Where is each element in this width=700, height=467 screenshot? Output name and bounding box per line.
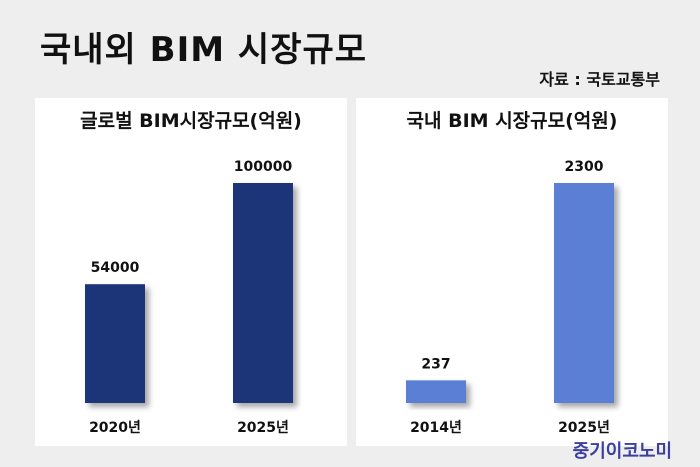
domestic-value-label: 237: [421, 356, 450, 372]
global-bim-chart: 54000 2020년 100000 2025년: [85, 159, 293, 436]
global-bim-chart-panel: 글로벌 BIM시장규모(억원) 54000 2020년 100000 2025년: [35, 98, 347, 446]
global-value-label: 100000: [234, 159, 293, 175]
publisher-watermark: 중기이코노미: [572, 441, 672, 462]
global-bar-2025년: [233, 183, 293, 403]
domestic-chart-title: 국내 BIM 시장규모(억원): [406, 110, 618, 132]
domestic-category-label: 2025년: [558, 420, 610, 436]
global-category-label: 2020년: [89, 420, 141, 436]
page-title: 국내외 BIM 시장규모: [40, 30, 368, 70]
domestic-bim-chart-panel: 국내 BIM 시장규모(억원) 237 2014년 2300 2025년: [356, 98, 668, 446]
domestic-bar-2014년: [406, 380, 466, 403]
global-bar-2020년: [85, 284, 145, 403]
global-chart-title: 글로벌 BIM시장규모(억원): [80, 110, 302, 132]
domestic-value-label: 2300: [565, 159, 604, 175]
domestic-bar-2025년: [554, 183, 614, 403]
global-category-label: 2025년: [237, 420, 289, 436]
domestic-bim-chart: 237 2014년 2300 2025년: [406, 159, 614, 436]
global-value-label: 54000: [91, 260, 140, 276]
source-label: 자료 : 국토교통부: [539, 70, 660, 89]
domestic-category-label: 2014년: [410, 420, 462, 436]
